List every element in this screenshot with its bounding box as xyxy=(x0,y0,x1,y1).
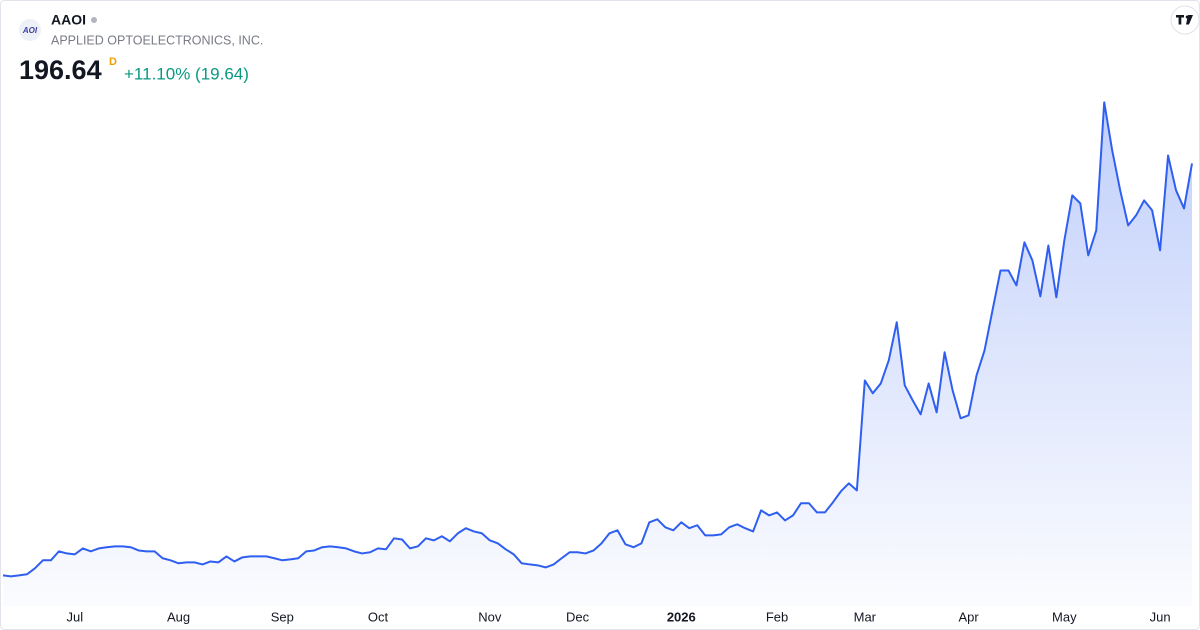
company-name: APPLIED OPTOELECTRONICS, INC. xyxy=(51,33,263,47)
x-tick-label: Mar xyxy=(854,609,877,624)
x-tick-label: Dec xyxy=(566,609,590,624)
symbol: AAOI xyxy=(51,12,86,28)
x-tick-label: Nov xyxy=(478,609,502,624)
interval-badge: D xyxy=(109,56,117,68)
brand-mark xyxy=(1176,15,1193,25)
x-tick-label: May xyxy=(1052,609,1077,624)
x-tick-label: Sep xyxy=(271,609,294,624)
last-price: 196.64 xyxy=(19,55,102,85)
x-tick-label: Aug xyxy=(167,609,190,624)
price-change: +11.10% (19.64) xyxy=(124,64,249,83)
price-line xyxy=(2,101,1193,578)
logo-text: AOI xyxy=(22,26,38,35)
brand-logo xyxy=(1170,5,1200,35)
status-dot xyxy=(91,17,97,23)
x-tick-label: Apr xyxy=(958,609,979,624)
x-tick-label: Feb xyxy=(766,609,788,624)
x-tick-label: Jul xyxy=(67,609,84,624)
x-tick-label: Jun xyxy=(1150,609,1171,624)
x-tick-label: 2026 xyxy=(667,609,696,624)
area-fill xyxy=(3,102,1192,606)
brand-dot xyxy=(1185,15,1189,19)
x-tick-label: Oct xyxy=(368,609,389,624)
brand-badge xyxy=(1170,5,1200,35)
logo-badge xyxy=(19,19,41,41)
